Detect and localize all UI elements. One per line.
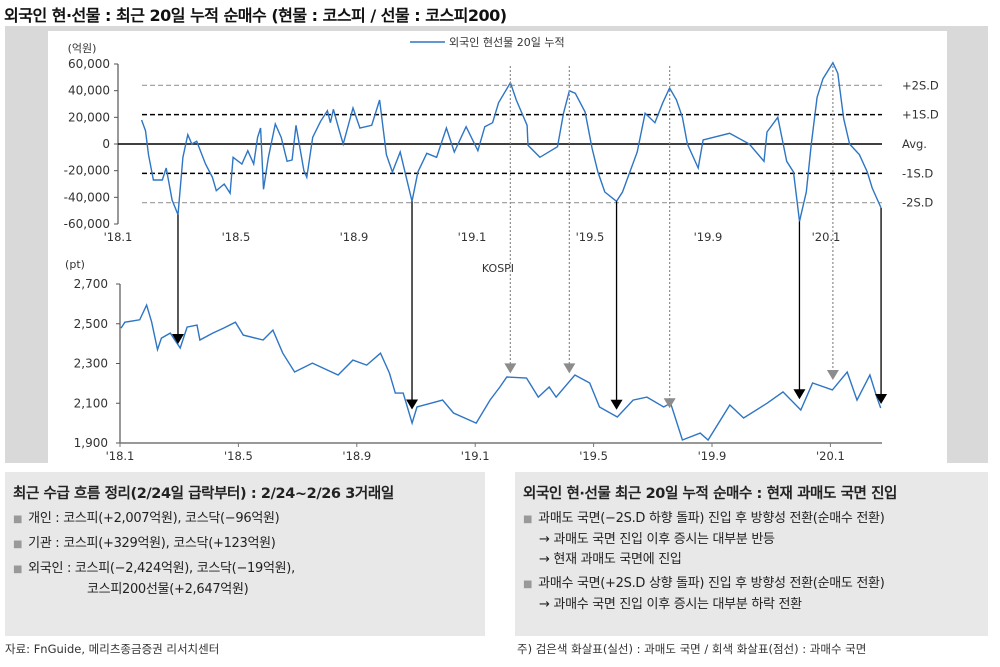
bullet-icon: ■: [523, 514, 533, 525]
y-tick-label: 2,500: [74, 317, 108, 331]
bullet-icon: ■: [13, 564, 23, 575]
x-tick-label: '18.1: [106, 449, 135, 463]
x-tick-label: '20.1: [812, 230, 841, 244]
reference-label: Avg.: [902, 137, 927, 151]
y-tick-label: 0: [102, 137, 110, 151]
bullet-icon: ■: [13, 514, 23, 525]
overbought-arrow-head-icon: [826, 369, 839, 380]
reference-label: -2S.D: [902, 196, 933, 210]
bullet-icon: ■: [523, 579, 533, 590]
oversold-arrow-head-icon: [610, 399, 623, 410]
page-title: 외국인 현·선물 : 최근 20일 누적 순매수 (현물 : 코스피 / 선물 …: [4, 6, 507, 25]
reference-label: +1S.D: [902, 108, 939, 122]
list-item: ■ 과매도 국면(−2S.D 하향 돌파) 진입 후 방향성 전환(순매수 전환)…: [523, 509, 988, 570]
x-tick-label: '19.1: [461, 449, 490, 463]
foreign-net-buy-line: [140, 61, 882, 222]
footnote: 주) 검은색 화살표(실선) : 과매도 국면 / 회색 화살표(점선) : 과…: [517, 642, 867, 656]
legend-label: 외국인 현선물 20일 누적: [449, 35, 565, 49]
x-tick-label: '19.5: [576, 230, 605, 244]
x-tick-label: '18.9: [342, 449, 371, 463]
list-item: ■ 과매수 국면(+2S.D 상향 돌파) 진입 후 방향성 전환(순매도 전환)…: [523, 574, 988, 615]
item-text-cont: → 과매수 국면 진입 이후 증시는 대부분 하락 전환: [539, 597, 802, 612]
x-tick-label: '19.9: [694, 230, 723, 244]
oversold-arrow-head-icon: [171, 333, 184, 344]
reference-label: +2S.D: [902, 78, 939, 92]
oversold-arrow-head-icon: [875, 394, 888, 405]
right-summary-box: 외국인 현·선물 최근 20일 누적 순매수 : 현재 과매도 국면 진입 ■ 과…: [515, 472, 988, 636]
y-tick-label: -40,000: [64, 190, 110, 204]
overbought-arrow-head-icon: [563, 363, 576, 374]
x-tick-label: '18.5: [224, 449, 253, 463]
kospi-label: KOSPI: [482, 262, 514, 275]
x-tick-label: '19.9: [698, 449, 727, 463]
item-text-cont: 코스피200선물(+2,647억원): [87, 582, 249, 597]
item-text-cont: → 현재 과매도 국면에 진입: [539, 552, 682, 567]
x-tick-label: '19.5: [579, 449, 608, 463]
item-text: 과매도 국면(−2S.D 하향 돌파) 진입 후 방향성 전환(순매수 전환): [538, 511, 885, 526]
y-tick-label: -20,000: [64, 164, 110, 178]
oversold-arrow-head-icon: [406, 399, 419, 410]
overbought-arrow-head-icon: [504, 363, 517, 374]
item-text-cont: → 과매도 국면 진입 이후 증시는 대부분 반등: [539, 532, 775, 547]
oversold-arrow-head-icon: [793, 389, 806, 400]
x-tick-label: '18.5: [222, 230, 251, 244]
left-box-heading: 최근 수급 흐름 정리(2/24일 급락부터) : 2/24~2/26 3거래일: [13, 486, 394, 502]
y-tick-label: 40,000: [68, 84, 110, 98]
x-tick-label: '20.1: [816, 449, 845, 463]
list-item: ■ 개인 : 코스피(+2,007억원), 코스닥(−96억원): [13, 509, 485, 530]
y-unit-label: (pt): [65, 258, 85, 271]
x-tick-label: '18.9: [340, 230, 369, 244]
overbought-arrow-head-icon: [663, 398, 676, 409]
y-tick-label: 1,900: [74, 436, 108, 450]
item-text: 기관 : 코스피(+329억원), 코스닥(+123억원): [28, 536, 276, 551]
y-tick-label: 60,000: [68, 57, 110, 71]
y-tick-label: 2,300: [74, 357, 108, 371]
y-tick-label: 20,000: [68, 110, 110, 124]
list-item: ■ 외국인 : 코스피(−2,424억원), 코스닥(−19억원), 코스피200선…: [13, 559, 485, 600]
item-text: 과매수 국면(+2S.D 상향 돌파) 진입 후 방향성 전환(순매도 전환): [538, 576, 885, 591]
right-box-heading: 외국인 현·선물 최근 20일 누적 순매수 : 현재 과매도 국면 진입: [523, 486, 897, 502]
item-text: 외국인 : 코스피(−2,424억원), 코스닥(−19억원),: [28, 561, 295, 576]
kospi-line: [120, 303, 882, 442]
list-item: ■ 기관 : 코스피(+329억원), 코스닥(+123억원): [13, 534, 485, 555]
left-summary-box: 최근 수급 흐름 정리(2/24일 급락부터) : 2/24~2/26 3거래일…: [5, 472, 485, 636]
x-tick-label: '18.1: [104, 230, 133, 244]
y-tick-label: 2,700: [74, 277, 108, 291]
y-tick-label: 2,100: [74, 396, 108, 410]
y-unit-label: (억원): [68, 42, 97, 55]
y-tick-label: -60,000: [64, 217, 110, 231]
bullet-icon: ■: [13, 539, 23, 550]
reference-label: -1S.D: [902, 166, 933, 180]
source-note: 자료: FnGuide, 메리츠종금증권 리서치센터: [5, 642, 220, 656]
item-text: 개인 : 코스피(+2,007억원), 코스닥(−96억원): [28, 511, 280, 526]
x-tick-label: '19.1: [458, 230, 487, 244]
